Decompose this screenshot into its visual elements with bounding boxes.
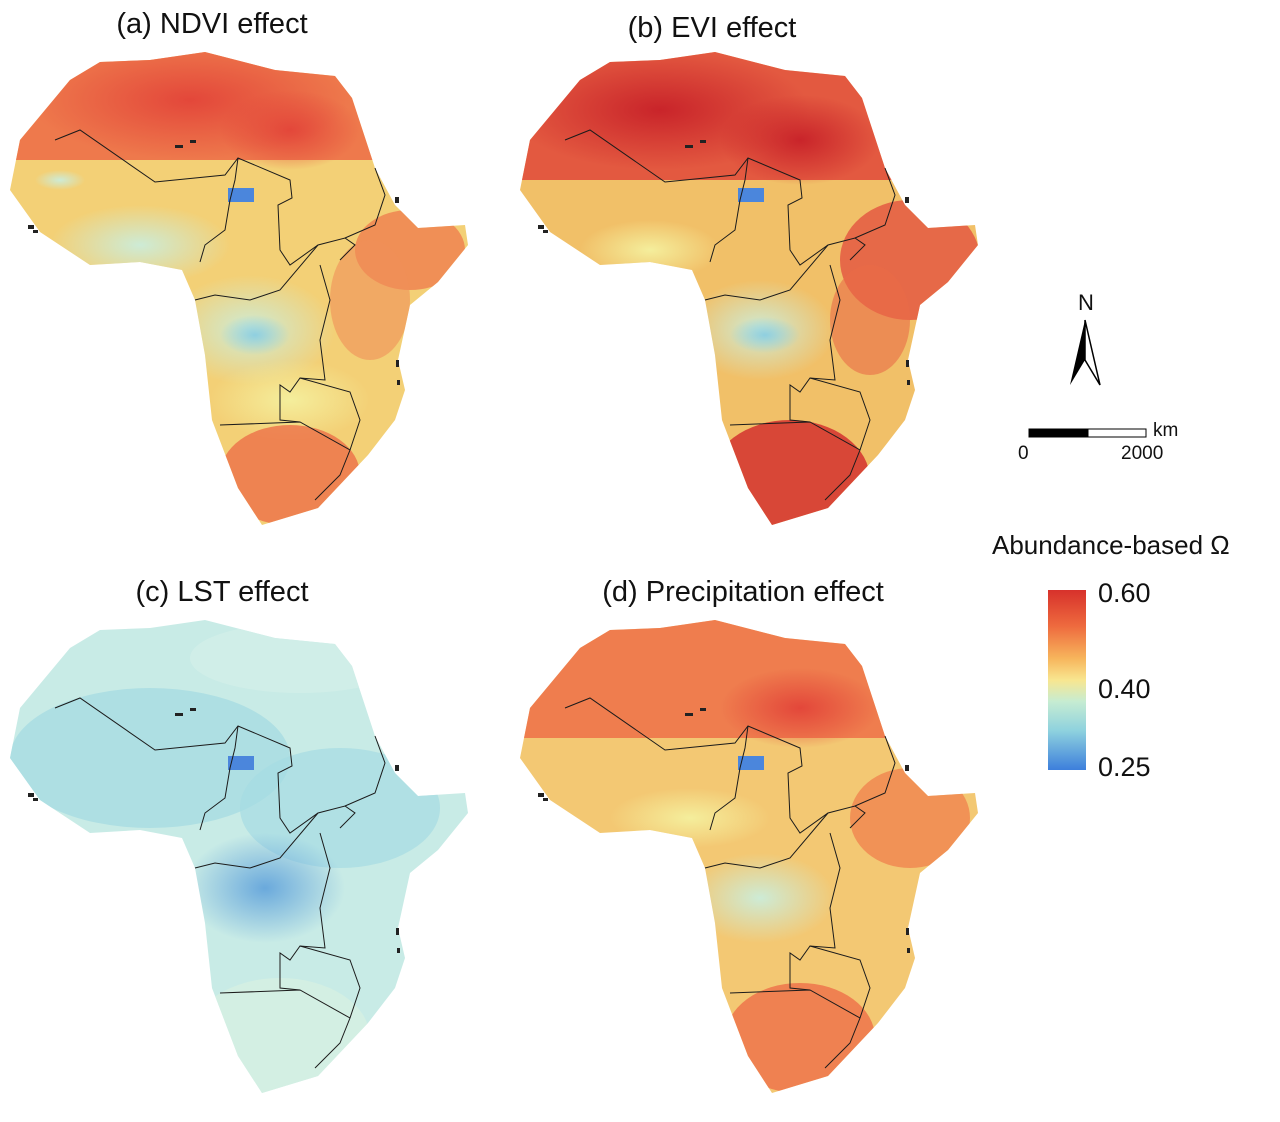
legend-mid-label: 0.40 bbox=[1098, 674, 1151, 704]
legend-min-label: 0.25 bbox=[1098, 752, 1151, 782]
legend-colorbar bbox=[1048, 590, 1086, 770]
map-precipitation bbox=[520, 620, 978, 1093]
panel-b-title: (b) EVI effect bbox=[627, 12, 797, 44]
panel-a-title: (a) NDVI effect bbox=[116, 8, 308, 40]
legend-title: Abundance-based Ω bbox=[992, 530, 1230, 560]
map-evi bbox=[520, 52, 978, 525]
scale-start: 0 bbox=[1018, 443, 1029, 464]
panel-c-title: (c) LST effect bbox=[135, 576, 309, 608]
north-arrow-icon bbox=[1070, 319, 1101, 386]
scale-unit: km bbox=[1153, 420, 1179, 441]
north-label: N bbox=[1078, 290, 1094, 315]
legend-max-label: 0.60 bbox=[1098, 578, 1151, 608]
map-ndvi bbox=[10, 52, 468, 525]
scale-bar bbox=[1028, 428, 1147, 438]
map-lst bbox=[10, 620, 468, 1093]
scale-end: 2000 bbox=[1121, 443, 1164, 464]
panel-d-title: (d) Precipitation effect bbox=[602, 576, 884, 608]
